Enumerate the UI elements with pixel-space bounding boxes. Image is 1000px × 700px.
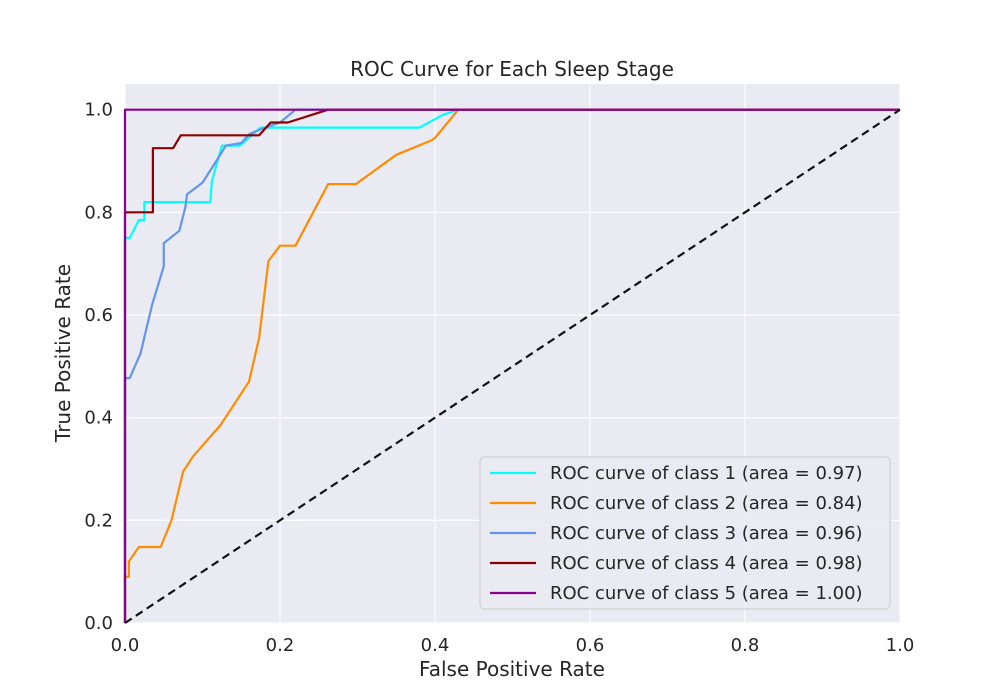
series-line-class-1 (123, 108, 900, 623)
legend-entry: ROC curve of class 3 (area = 0.96) (550, 523, 863, 544)
y-tick-label: 0.2 (84, 510, 113, 531)
x-tick-label: 0.6 (576, 635, 605, 656)
series-line-class-3 (123, 108, 900, 623)
x-axis-label: False Positive Rate (419, 657, 605, 681)
x-tick-labels: 0.0 0.2 0.4 0.6 0.8 1.0 (111, 635, 915, 656)
y-axis-label: True Positive Rate (51, 264, 75, 443)
y-tick-label: 1.0 (84, 100, 113, 121)
x-tick-label: 1.0 (886, 635, 915, 656)
x-tick-label: 0.8 (731, 635, 760, 656)
x-tick-label: 0.0 (111, 635, 140, 656)
y-tick-label: 0.8 (84, 202, 113, 223)
legend-entry: ROC curve of class 1 (area = 0.97) (550, 463, 863, 484)
y-tick-label: 0.6 (84, 305, 113, 326)
legend-entry: ROC curve of class 2 (area = 0.84) (550, 493, 863, 514)
series-line-class-2 (123, 108, 900, 623)
legend-entry: ROC curve of class 4 (area = 0.98) (550, 553, 863, 574)
chart-title: ROC Curve for Each Sleep Stage (350, 57, 674, 81)
y-tick-label: 0.0 (84, 613, 113, 634)
legend: ROC curve of class 1 (area = 0.97) ROC cu… (479, 456, 891, 610)
chance-diagonal-line (124, 108, 901, 624)
series-lines (123, 108, 901, 624)
series-line-class-4 (123, 108, 900, 623)
x-tick-label: 0.4 (421, 635, 450, 656)
legend-box (479, 456, 891, 610)
legend-entry: ROC curve of class 5 (area = 1.00) (550, 583, 863, 604)
y-tick-labels: 0.0 0.2 0.4 0.6 0.8 1.0 (84, 100, 113, 634)
y-tick-label: 0.4 (84, 408, 113, 429)
series-line-class-5 (123, 108, 900, 623)
x-tick-label: 0.2 (266, 635, 295, 656)
